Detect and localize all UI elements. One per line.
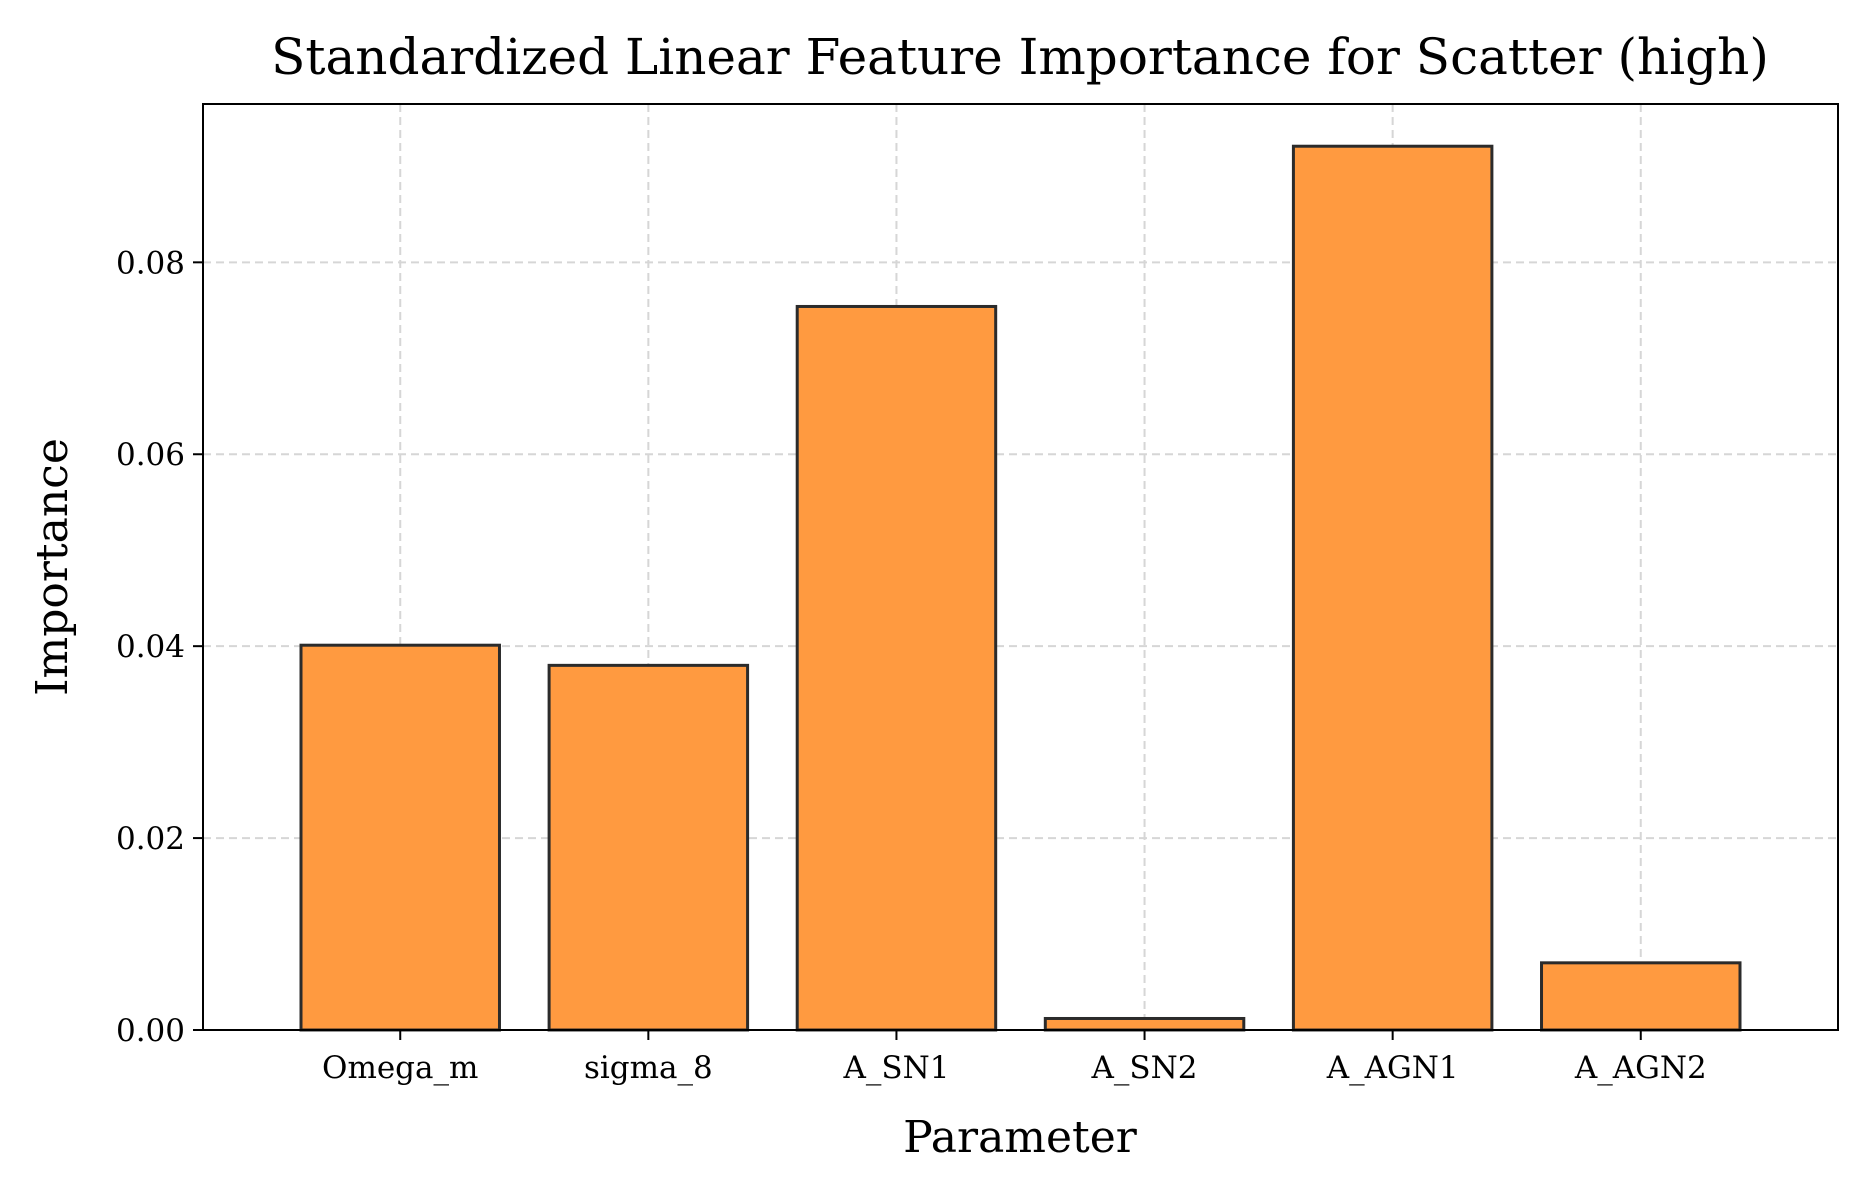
bar-a-sn1	[795, 304, 998, 1032]
y-tick-label: 0.08	[116, 245, 185, 281]
y-tick-label: 0.00	[116, 1013, 185, 1049]
x-tick-label: A_SN1	[842, 1050, 949, 1086]
bars-layer	[299, 144, 1742, 1032]
x-axis-label: Parameter	[903, 1112, 1138, 1163]
bar-a-agn2	[1540, 961, 1742, 1032]
x-tick-label: sigma_8	[584, 1050, 713, 1086]
y-tick-label: 0.02	[116, 821, 185, 857]
ticks-layer: 0.00 0.02 0.04 0.06 0.08 Omega_m sigma_8 A_SN1 A…	[116, 245, 1707, 1086]
chart-title: Standardized Linear Feature Importance f…	[271, 28, 1769, 86]
x-tick-label: A_AGN1	[1326, 1050, 1459, 1086]
plot-frame	[202, 103, 1839, 1031]
y-axis-label: Importance	[27, 438, 78, 696]
bar-a-sn2	[1043, 1016, 1246, 1032]
bar-omega-m	[299, 643, 501, 1032]
x-tick-label: Omega_m	[322, 1050, 478, 1086]
bar-sigma-8	[547, 663, 750, 1032]
bar-a-agn1	[1291, 144, 1494, 1032]
x-tick-label: A_AGN2	[1574, 1050, 1707, 1086]
x-tick-label: A_SN2	[1091, 1050, 1198, 1086]
y-tick-label: 0.04	[116, 629, 185, 665]
y-tick-label: 0.06	[116, 437, 185, 473]
